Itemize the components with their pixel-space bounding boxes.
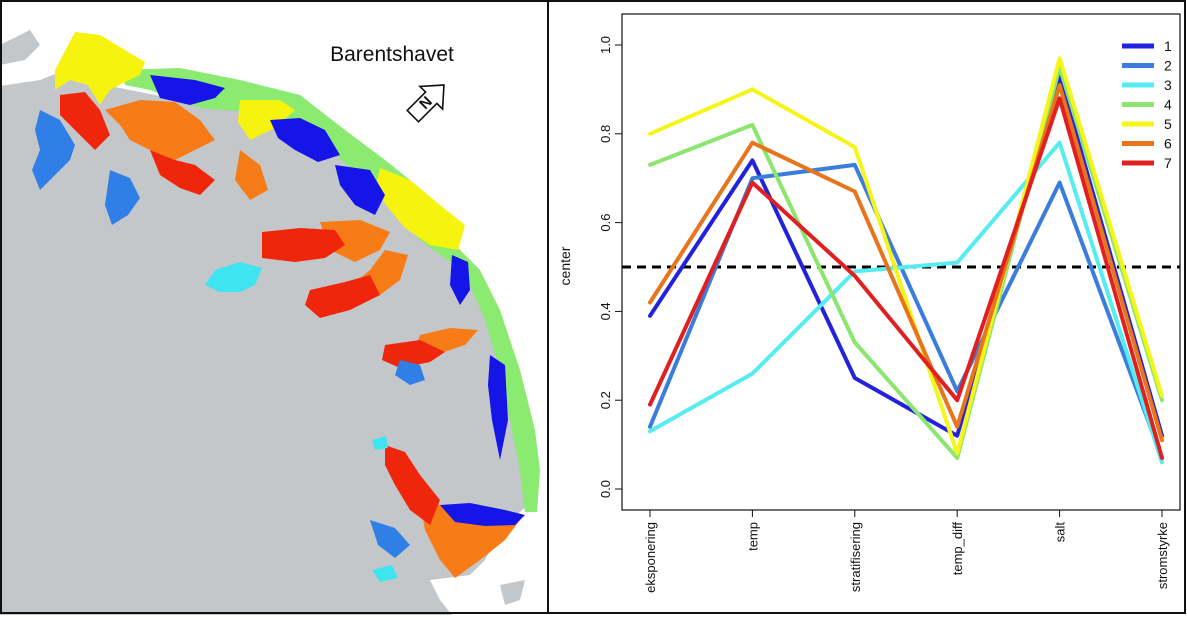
- map-cluster-7: [150, 150, 215, 195]
- map-land-island: [0, 30, 40, 65]
- y-tick-label: 1.0: [598, 36, 613, 54]
- map-cluster-6: [320, 220, 390, 262]
- y-tick-label: 0.2: [598, 391, 613, 409]
- map-cluster-3: [372, 436, 388, 450]
- series-line-1: [648, 74, 1164, 438]
- map-cluster-5: [375, 168, 465, 250]
- map-cluster-1: [488, 355, 508, 460]
- y-tick-label: 0.4: [598, 302, 613, 320]
- x-tick-label: temp: [745, 522, 760, 551]
- map-cluster-1: [150, 75, 225, 105]
- map-sea-label: Barentshavet: [330, 43, 454, 66]
- y-tick-label: 0.0: [598, 480, 613, 498]
- series-line-6: [648, 83, 1164, 443]
- map-cluster-2: [32, 110, 75, 190]
- series-lines: [648, 56, 1164, 465]
- legend-label: 1: [1164, 38, 1172, 54]
- legend-label: 2: [1164, 58, 1172, 74]
- x-tick-label: stratifisering: [848, 522, 863, 592]
- chart-panel-border: [547, 0, 1186, 614]
- map-cluster-5: [238, 100, 295, 140]
- map-cluster-6: [235, 150, 268, 200]
- legend-label: 6: [1164, 136, 1172, 152]
- legend-label: 3: [1164, 77, 1172, 93]
- y-tick-label: 0.6: [598, 214, 613, 232]
- legend-label: 5: [1164, 116, 1172, 132]
- map-cluster-7: [305, 275, 380, 318]
- legend-label: 4: [1164, 97, 1172, 113]
- legend: 1 2 3 4 5 6 7: [1122, 38, 1172, 171]
- legend-label: 7: [1164, 155, 1172, 171]
- y-tick-label: 0.8: [598, 125, 613, 143]
- north-arrow-icon: [406, 84, 445, 123]
- series-line-5: [648, 56, 1164, 456]
- map-cluster-2: [395, 360, 425, 385]
- x-tick-label: stromstyrke: [1155, 522, 1170, 589]
- series-line-3: [648, 140, 1164, 465]
- line-chart: 0.0 0.2 0.4 0.6 0.8 1.0 eksponering temp strati…: [557, 13, 1181, 593]
- map-cluster-7: [262, 228, 345, 262]
- map-land-island: [500, 580, 525, 605]
- map-cluster-3: [205, 262, 262, 292]
- map-cluster-1: [335, 165, 385, 215]
- map-cluster-3: [372, 565, 398, 582]
- map-cluster-2: [370, 520, 410, 558]
- series-line-4: [648, 65, 1164, 460]
- x-tick-label: eksponering: [643, 522, 658, 593]
- map-cluster-2: [105, 170, 140, 225]
- map-cluster-7: [385, 445, 440, 525]
- map-cluster-7: [382, 340, 445, 368]
- map-cluster-5: [55, 32, 145, 105]
- map-cluster-1: [270, 118, 340, 162]
- y-axis: 0.0 0.2 0.4 0.6 0.8 1.0: [598, 36, 623, 498]
- series-line-7: [648, 96, 1164, 460]
- cluster-map: Barentshavet N: [0, 0, 548, 615]
- map-cluster-1: [450, 255, 470, 305]
- map-cluster-6: [105, 100, 215, 160]
- x-tick-label: salt: [1053, 522, 1068, 543]
- map-cluster-7: [60, 92, 110, 150]
- map-cluster-1: [440, 503, 525, 526]
- y-axis-label: center: [557, 246, 573, 285]
- x-axis: eksponering temp stratifisering temp_diff sa…: [643, 509, 1170, 593]
- x-tick-label: temp_diff: [950, 522, 965, 576]
